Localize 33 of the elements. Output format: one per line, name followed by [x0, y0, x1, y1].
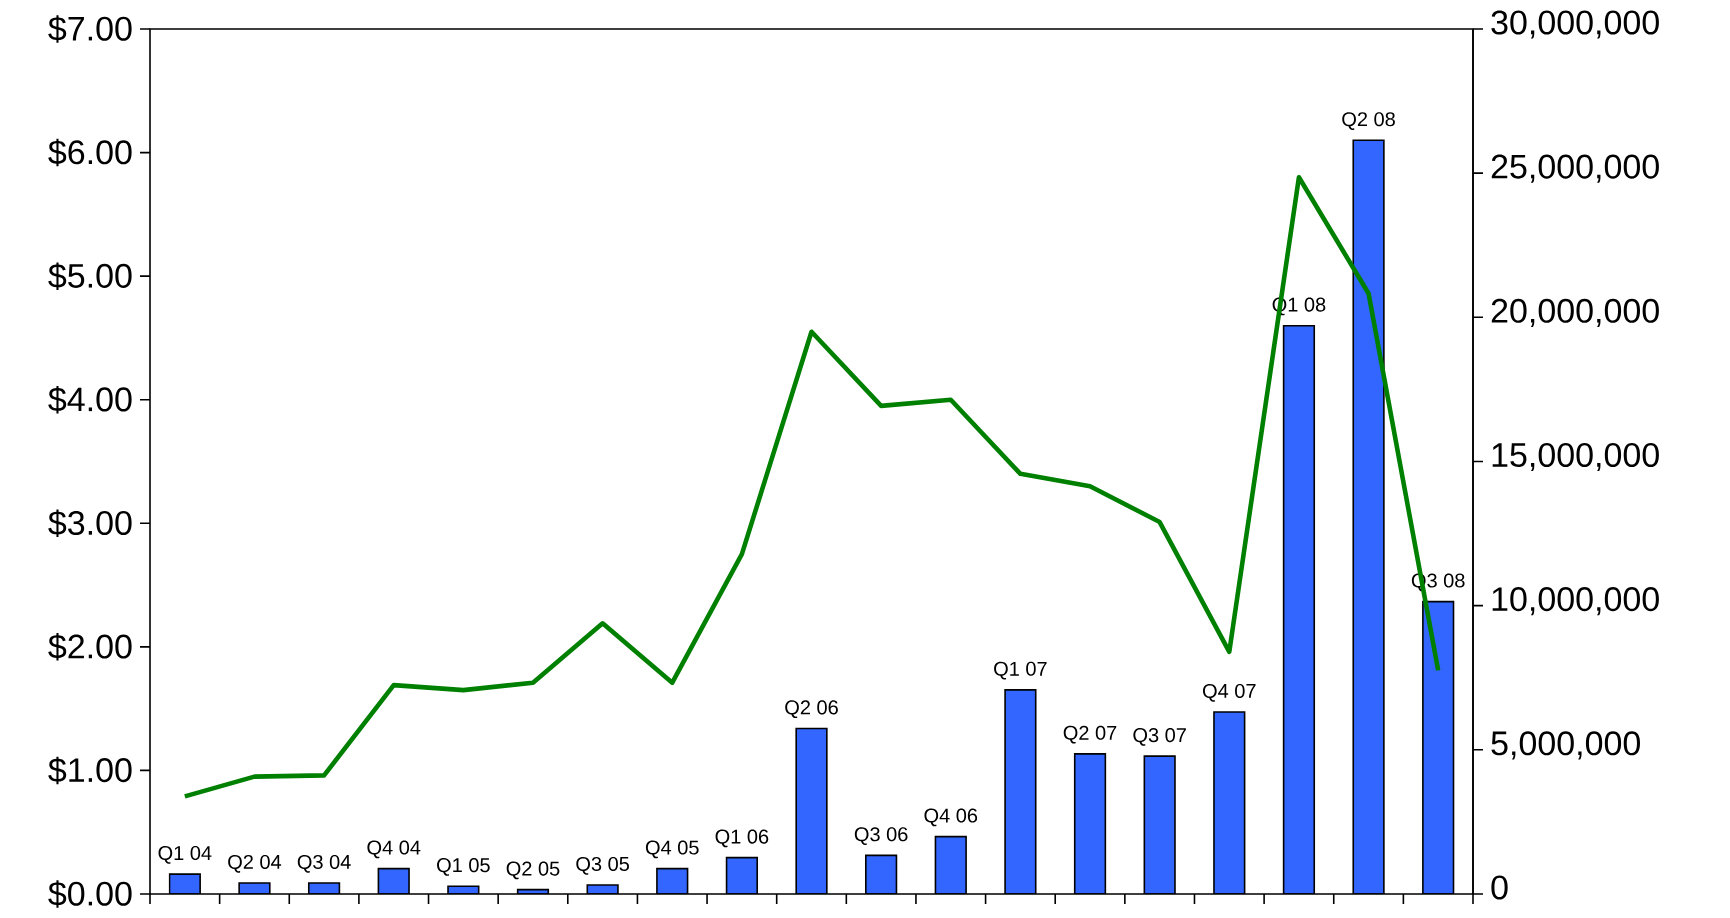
y-tick-label: $7.00: [48, 15, 132, 43]
x-tick-label: Q4 04: [367, 840, 421, 859]
x-tick-label: Q1 05: [437, 858, 490, 876]
y2-tick-label: 0: [1491, 875, 1508, 900]
x-tick-label: Q2 07: [1063, 725, 1117, 744]
x-tick-label: Q1 07: [994, 661, 1047, 680]
x-tick-label: Q1 06: [715, 829, 769, 848]
x-tick-label: Q2 04: [228, 855, 282, 873]
x-tick-label: Q3 07: [1133, 728, 1186, 746]
y-tick-label: $5.00: [48, 262, 132, 291]
x-tick-label: Q1 04: [158, 846, 212, 864]
x-tick-label: Q3 06: [854, 827, 908, 846]
y-tick-label: $2.00: [48, 633, 132, 661]
y-tick-label: $6.00: [48, 138, 132, 167]
y-tick-label: $3.00: [48, 509, 132, 538]
y2-tick-label: 10,000,000: [1492, 587, 1659, 616]
x-tick-label: Q4 06: [924, 808, 978, 827]
y-tick-label: $0.00: [48, 880, 132, 908]
x-tick-label: Q3 05: [576, 857, 629, 875]
y2-tick-label: 15,000,000: [1492, 443, 1659, 472]
x-tick-label: Q4 07: [1203, 684, 1256, 702]
x-tick-label: Q4 05: [645, 840, 699, 859]
y2-tick-label: 5,000,000: [1491, 731, 1640, 760]
x-tick-label: Q3 04: [297, 855, 351, 873]
y2-tick-label: 25,000,000: [1491, 154, 1659, 183]
y-tick-label: $4.00: [48, 386, 132, 414]
x-tick-label: Q2 08: [1342, 112, 1395, 131]
x-tick-label: Q2 05: [506, 861, 560, 880]
y2-tick-label: 20,000,000: [1491, 298, 1659, 328]
y2-tick-label: 30,000,000: [1491, 10, 1659, 39]
y-tick-label: $1.00: [48, 756, 132, 785]
x-tick-label: Q2 06: [785, 700, 838, 719]
line-series: [182, 175, 1441, 799]
